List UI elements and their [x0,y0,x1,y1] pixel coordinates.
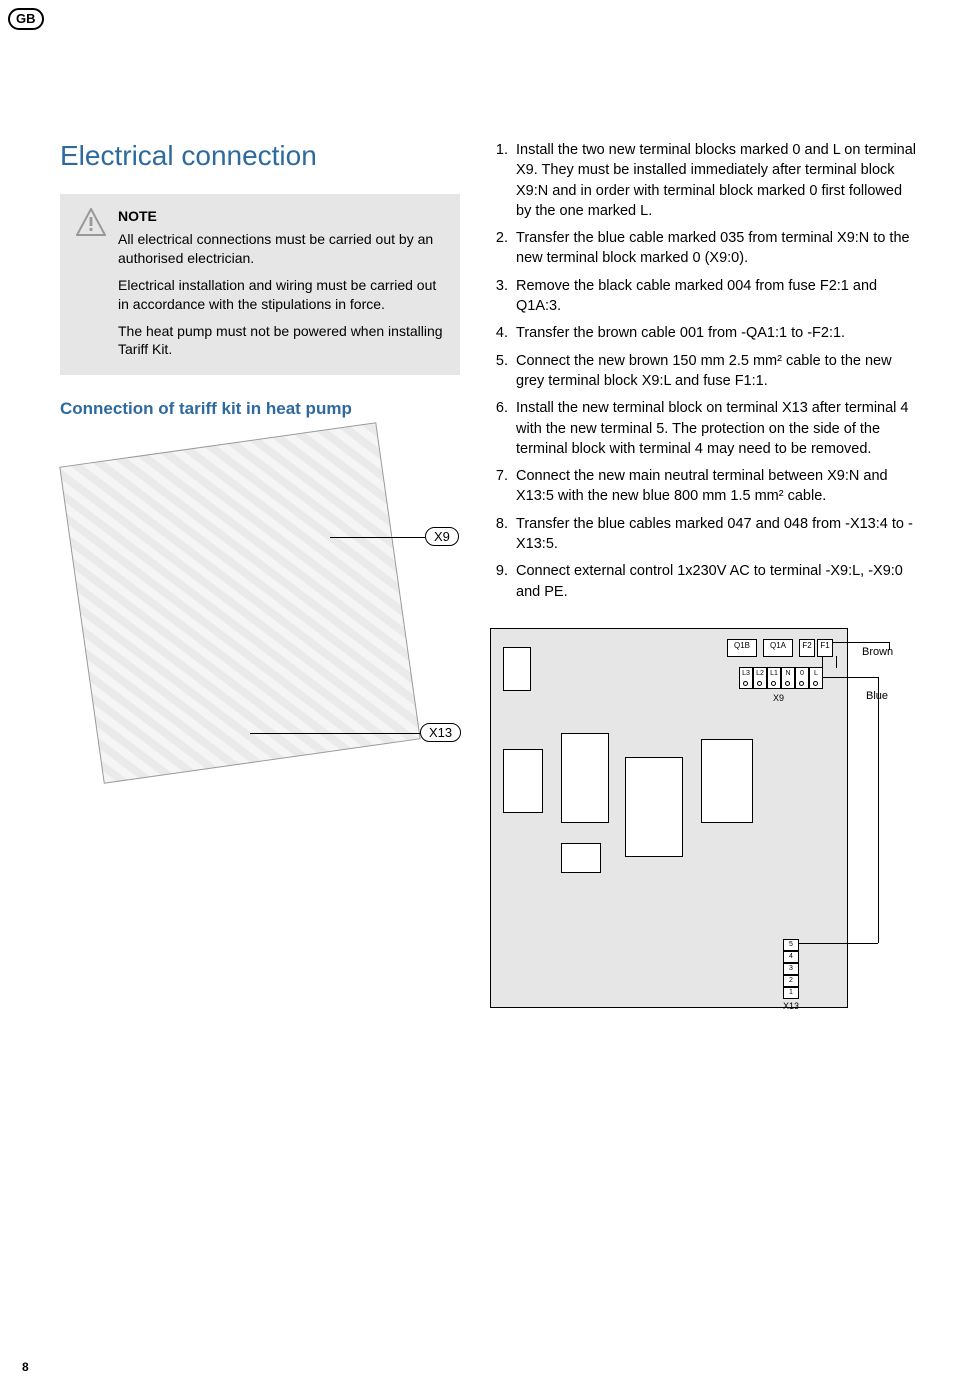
wire-label-brown: Brown [862,646,893,658]
instruction-step: Install the two new terminal blocks mark… [512,140,920,221]
x13-terminal: 3 [783,963,799,975]
note-paragraph: Electrical installation and wiring must … [118,276,444,314]
note-title: NOTE [118,208,444,224]
chip [503,647,531,691]
instruction-step: Remove the black cable marked 004 from f… [512,276,920,317]
terminal: L2 [753,667,767,689]
terminal: L [809,667,823,689]
page-number: 8 [22,1360,29,1374]
callout-x9: X9 [425,527,459,546]
chip [561,843,601,873]
label-f1: F1 [817,641,833,650]
instruction-step: Connect the new brown 150 mm 2.5 mm² cab… [512,351,920,392]
x13-terminal-block: 1 2 3 4 5 [783,939,799,999]
chip [561,733,609,823]
note-box: NOTE All electrical connections must be … [60,194,460,375]
wiring-diagram: Q1B Q1A F2 F1 L3 L2 L1 N 0 L X9 [490,628,920,1048]
page-title: Electrical connection [60,140,460,172]
label-f2: F2 [799,641,815,650]
wire-bridge [836,656,837,668]
note-body: NOTE All electrical connections must be … [118,208,444,359]
callout-x13: X13 [420,723,461,742]
x13-terminal: 4 [783,951,799,963]
pcb-board: Q1B Q1A F2 F1 L3 L2 L1 N 0 L X9 [490,628,848,1008]
chip [625,757,683,857]
terminal: L3 [739,667,753,689]
wire-blue [878,677,879,943]
label-q1b: Q1B [727,641,757,650]
isometric-drawing: X9 X13 [60,433,460,793]
section-subtitle: Connection of tariff kit in heat pump [60,399,460,419]
chip [503,749,543,813]
wire-blue [822,677,878,678]
language-badge: GB [8,8,44,30]
right-column: Install the two new terminal blocks mark… [490,140,920,1048]
chip [701,739,753,823]
callout-leader [330,537,425,538]
instruction-step: Transfer the blue cable marked 035 from … [512,228,920,269]
instruction-step: Transfer the blue cables marked 047 and … [512,514,920,555]
instruction-step: Connect external control 1x230V AC to te… [512,561,920,602]
x13-terminal: 1 [783,987,799,999]
instruction-list: Install the two new terminal blocks mark… [490,140,920,602]
left-column: Electrical connection NOTE All electrica… [60,140,460,1048]
wire-label-blue: Blue [866,690,888,702]
callout-leader [250,733,420,734]
x13-terminal: 2 [783,975,799,987]
x9-label: X9 [773,693,784,703]
wire-brown [832,642,890,643]
wire-blue [798,943,878,944]
terminal: N [781,667,795,689]
instruction-step: Transfer the brown cable 001 from -QA1:1… [512,323,920,343]
warning-icon [76,208,106,359]
page-body: Electrical connection NOTE All electrica… [0,0,960,1088]
note-paragraph: The heat pump must not be powered when i… [118,322,444,360]
instruction-step: Connect the new main neutral terminal be… [512,466,920,507]
x9-terminal-row: L3 L2 L1 N 0 L [739,667,823,689]
x13-terminal: 5 [783,939,799,951]
x13-label: X13 [783,1001,799,1011]
terminal: 0 [795,667,809,689]
terminal: L1 [767,667,781,689]
drawing-placeholder [59,423,420,784]
label-q1a: Q1A [763,641,793,650]
instruction-step: Install the new terminal block on termin… [512,398,920,459]
wire-bridge [822,656,823,668]
note-paragraph: All electrical connections must be carri… [118,230,444,268]
